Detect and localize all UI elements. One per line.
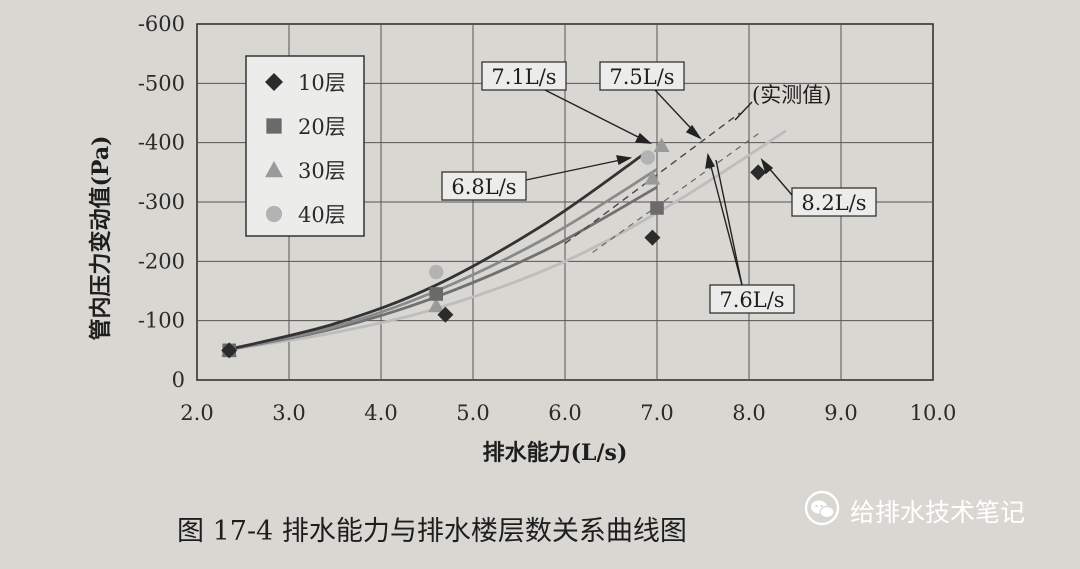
y-axis-label: 管内压力变动值(Pa) xyxy=(88,135,114,340)
diamond-marker xyxy=(265,73,283,91)
x-axis-label: 排水能力(L/s) xyxy=(483,440,628,466)
square-marker xyxy=(266,118,282,134)
diamond-marker xyxy=(437,306,454,323)
callout-arrows xyxy=(525,89,793,286)
watermark-text: 给排水技术笔记 xyxy=(850,498,1025,527)
legend-items: 10层 20层 30层 40层 xyxy=(265,71,346,227)
diamond-marker xyxy=(221,342,238,359)
x-tick-label: 8.0 xyxy=(732,401,765,425)
x-tick-label: 3.0 xyxy=(272,401,305,425)
y-tick-label: -600 xyxy=(138,12,185,36)
measured-line-2 xyxy=(592,133,759,253)
y-tick-label: -400 xyxy=(138,131,185,155)
legend-box xyxy=(245,55,365,237)
fit-curve xyxy=(224,153,645,352)
triangle-marker xyxy=(644,170,661,185)
callout-6.8: 6.8L/s xyxy=(451,175,516,199)
square-marker xyxy=(650,201,664,215)
callout-box-8.2 xyxy=(791,187,877,217)
callout-box-7.6 xyxy=(709,284,795,314)
callout-box-7.1 xyxy=(481,61,567,91)
legend-label: 20层 xyxy=(298,115,346,139)
x-tick-label: 10.0 xyxy=(910,401,957,425)
x-tick-label: 2.0 xyxy=(180,401,213,425)
fit-curve xyxy=(224,129,787,352)
diamond-marker xyxy=(750,164,767,181)
legend-label: 30层 xyxy=(298,159,346,183)
figure-caption: 图 17-4 排水能力与排水楼层数关系曲线图 xyxy=(177,516,687,547)
legend-label: 10层 xyxy=(298,71,346,95)
callout-box-7.5 xyxy=(599,61,685,91)
diamond-marker xyxy=(644,229,661,246)
legend: 10层 20层 30层 40层 xyxy=(245,55,365,237)
y-tick-label: -100 xyxy=(138,309,185,333)
watermark: 给排水技术笔记 xyxy=(804,490,1025,527)
y-tick-label: 0 xyxy=(172,368,185,392)
x-tick-label: 7.0 xyxy=(640,401,673,425)
triangle-marker xyxy=(653,137,670,153)
callout-7.1: 7.1L/s xyxy=(491,65,556,89)
triangle-marker xyxy=(265,161,283,178)
x-tick-label: 4.0 xyxy=(364,401,397,425)
legend-label: 40层 xyxy=(298,203,346,227)
circle-marker xyxy=(265,205,283,223)
circle-marker xyxy=(429,264,444,280)
wechat-icon xyxy=(804,490,840,526)
tick-labels: 2.0 3.0 4.0 5.0 6.0 7.0 8.0 9.0 10.0 0 -100 -200 -30… xyxy=(138,12,957,425)
square-marker xyxy=(429,287,443,301)
y-tick-label: -200 xyxy=(138,249,185,273)
x-tick-label: 9.0 xyxy=(824,401,857,425)
x-tick-label: 5.0 xyxy=(456,401,489,425)
data-points xyxy=(221,137,767,359)
callout-box-6.8 xyxy=(441,171,527,201)
callouts: (实测值) 7.1L/s 7.5L/s 6.8L/s 8.2L/s 7.6L/s xyxy=(441,61,877,314)
circle-marker xyxy=(640,150,655,165)
y-tick-label: -500 xyxy=(138,71,185,95)
callout-7.5: 7.5L/s xyxy=(609,65,674,89)
measured-value-label: (实测值) xyxy=(752,83,831,107)
y-tick-label: -300 xyxy=(138,190,185,214)
callout-8.2: 8.2L/s xyxy=(801,191,866,215)
x-tick-label: 6.0 xyxy=(548,401,581,425)
triangle-marker xyxy=(428,297,445,313)
callout-7.6: 7.6L/s xyxy=(719,288,784,312)
